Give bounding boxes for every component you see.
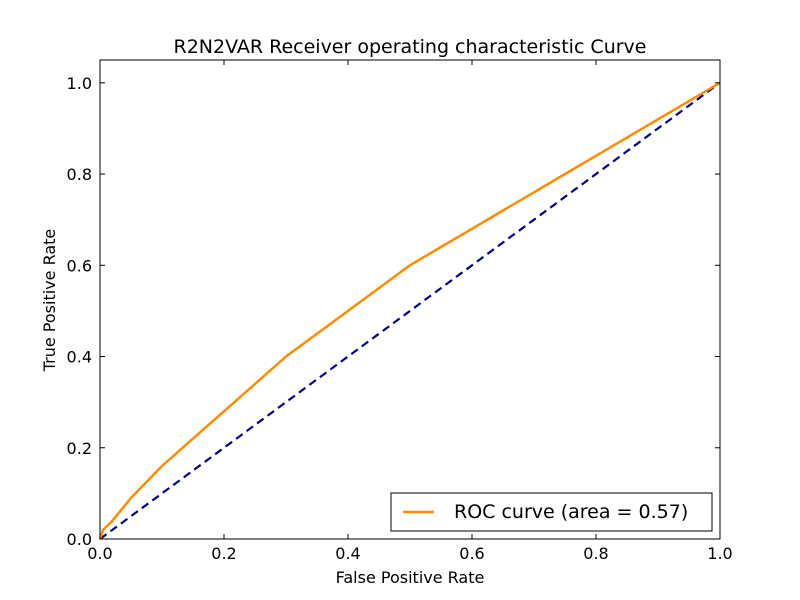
chart-title: R2N2VAR Receiver operating characteristi… [174,36,647,58]
x-tick-label: 1.0 [707,544,732,563]
y-tick-label: 0.2 [67,439,92,458]
legend-entry-roc: ROC curve (area = 0.57) [454,501,688,523]
roc-curve-line [98,81,721,540]
x-tick-label: 0.8 [583,544,608,563]
y-axis-label: True Positive Rate [40,229,59,373]
x-tick-label: 0.0 [87,544,112,563]
legend: ROC curve (area = 0.57) [390,492,713,532]
y-tick-label: 0.6 [67,256,92,275]
y-tick-label: 0.8 [67,165,92,184]
y-axis-ticks: 0.0 0.2 0.4 0.6 0.8 1.0 [67,74,720,549]
x-axis-ticks: 0.0 0.2 0.4 0.6 0.8 1.0 [87,60,733,563]
plot-area [98,81,721,540]
y-tick-label: 0.0 [67,530,92,549]
chance-line [99,81,721,540]
x-tick-label: 0.6 [459,544,484,563]
x-tick-label: 0.4 [335,544,360,563]
legend-box [390,492,713,532]
plot-frame [99,59,721,540]
x-axis-label: False Positive Rate [336,568,485,587]
y-tick-label: 0.4 [67,348,92,367]
y-tick-label: 1.0 [67,74,92,93]
x-tick-label: 0.2 [211,544,236,563]
